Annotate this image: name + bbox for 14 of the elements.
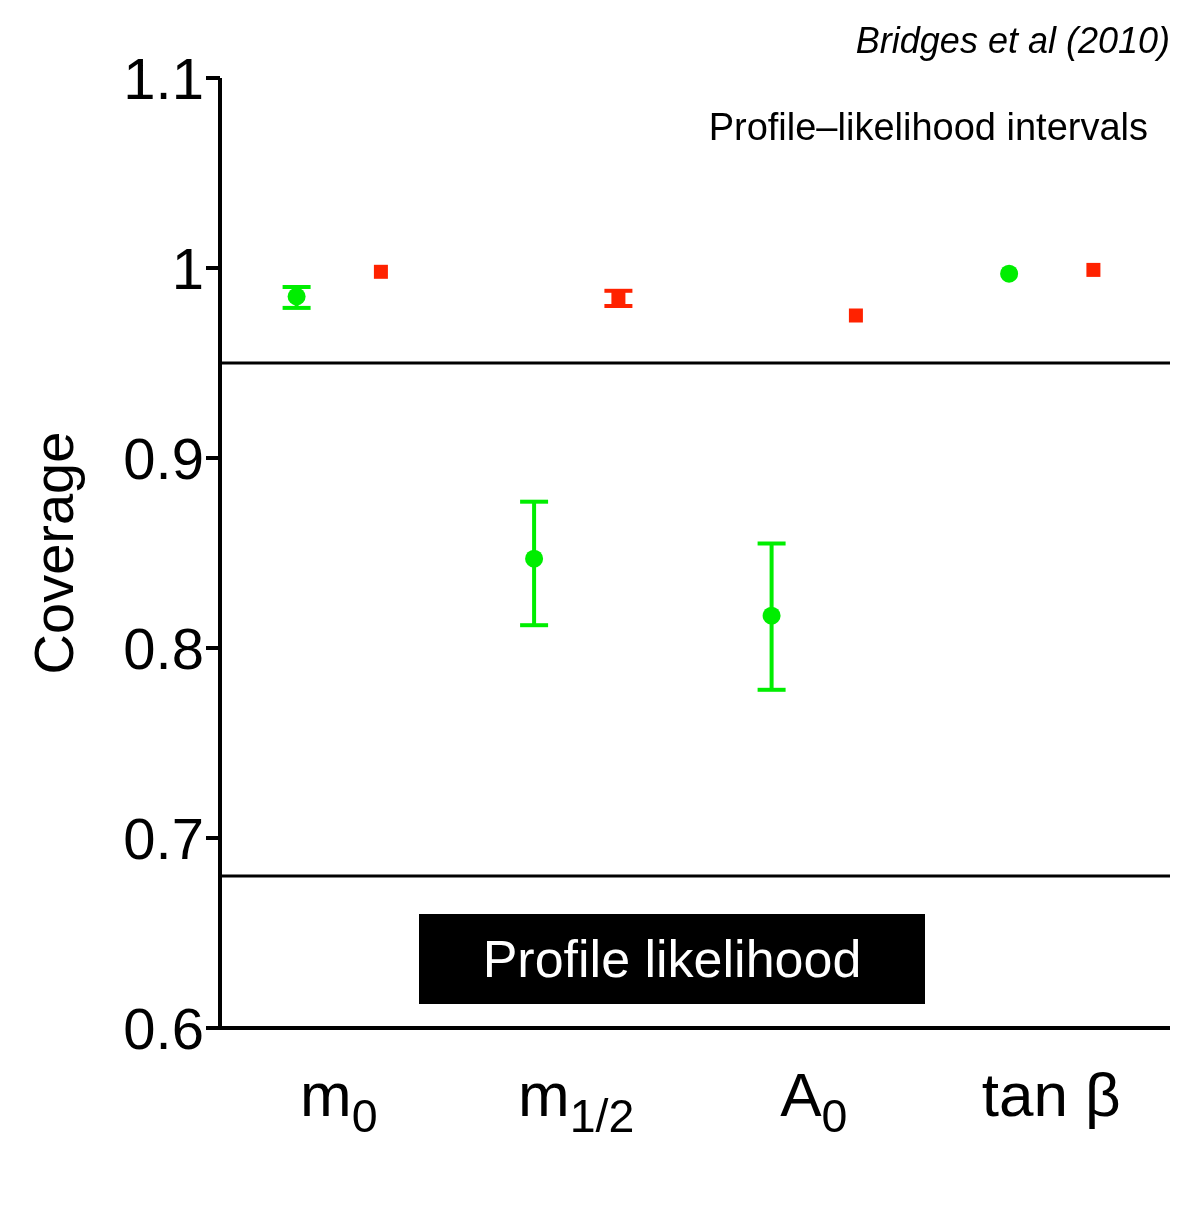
annotation: Profile likelihood xyxy=(419,914,925,1004)
x-tick-label: tan β xyxy=(981,1060,1121,1129)
y-tick-label: 1.1 xyxy=(123,45,204,111)
y-tick-label: 0.8 xyxy=(123,615,204,681)
y-tick-label: 1 xyxy=(171,235,204,301)
y-tick-label: 0.7 xyxy=(123,805,204,871)
y-axis-title: Coverage xyxy=(21,431,85,675)
x-tick-label: m$_{0}$ xyxy=(299,1060,378,1143)
text: Bridges et al (2010) xyxy=(855,20,1170,62)
x-tick-label: A$_{0}$ xyxy=(780,1060,848,1143)
y-tick-label: 0.6 xyxy=(123,995,204,1061)
x-tick-label: m$_{1/2}$ xyxy=(518,1060,635,1143)
y-tick-label: 0.9 xyxy=(123,425,204,491)
annotation: Profile–likelihood intervals xyxy=(708,106,1148,149)
